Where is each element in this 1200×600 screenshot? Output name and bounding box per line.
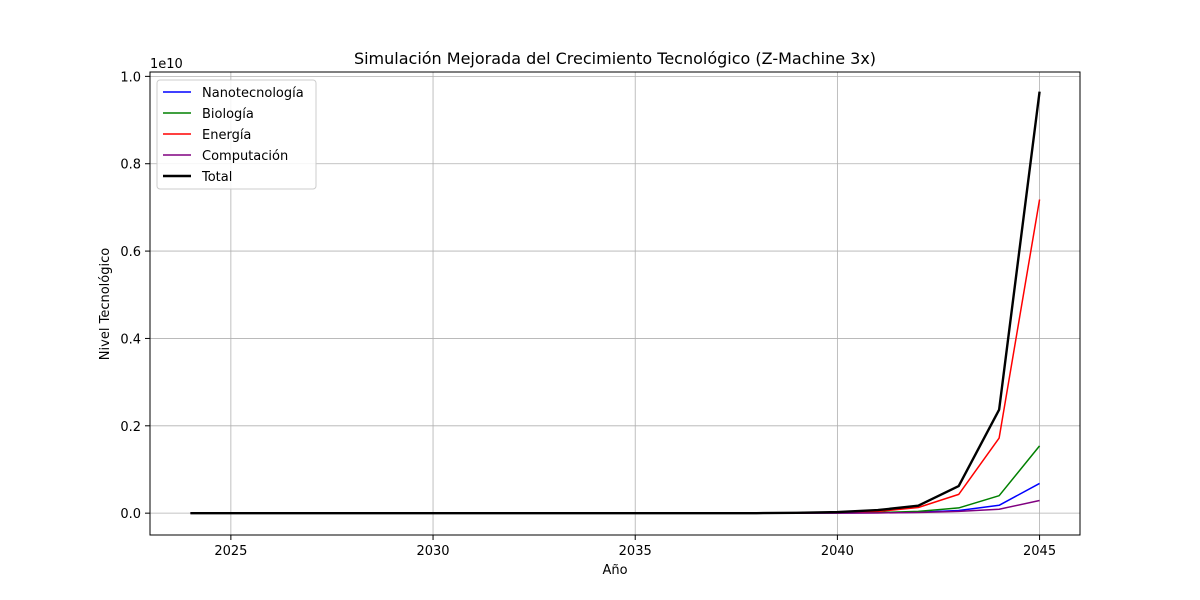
legend: Nanotecnología Biología Energía Computación… bbox=[156, 79, 317, 190]
y-tick-label: 0.8 bbox=[120, 158, 141, 173]
y-tick-label: 0.0 bbox=[120, 507, 141, 522]
x-tick-label: 2025 bbox=[214, 544, 247, 559]
y-tick-label: 0.4 bbox=[120, 332, 141, 347]
y-tick-label: 0.2 bbox=[120, 420, 141, 435]
x-axis-title: Año bbox=[602, 563, 627, 578]
x-tick-label: 2040 bbox=[821, 544, 854, 559]
legend-label: Biología bbox=[202, 107, 254, 122]
series-lines bbox=[190, 91, 1041, 515]
y-axis-title: Nivel Tecnológico bbox=[98, 248, 113, 360]
x-tick-label: 2045 bbox=[1023, 544, 1056, 559]
y-tick-label: 0.6 bbox=[120, 245, 141, 260]
y-tick-label: 1.0 bbox=[120, 70, 141, 85]
legend-box bbox=[156, 79, 317, 190]
chart-title: Simulación Mejorada del Crecimiento Tecn… bbox=[354, 49, 876, 68]
series-line-total bbox=[190, 91, 1041, 515]
x-tick-label: 2030 bbox=[416, 544, 449, 559]
grid-lines bbox=[150, 72, 1080, 535]
plot-frame bbox=[149, 71, 1081, 536]
legend-label: Nanotecnología bbox=[202, 86, 304, 101]
legend-label: Total bbox=[201, 170, 232, 185]
legend-label: Computación bbox=[202, 149, 288, 164]
legend-label: Energía bbox=[202, 128, 251, 143]
y-axis-offset-label: 1e10 bbox=[150, 57, 183, 72]
axis-ticks: 2025 2030 2035 2040 2045 0.0 0.2 0.4 0.6 0.8 1.0 bbox=[120, 70, 1056, 559]
x-tick-label: 2035 bbox=[619, 544, 652, 559]
